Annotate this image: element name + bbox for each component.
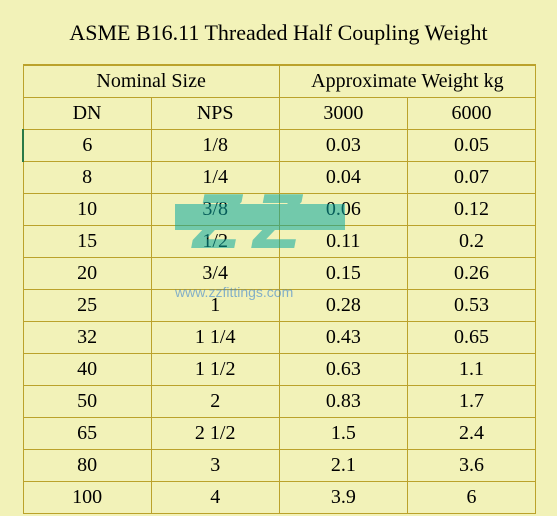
cell-w6000: 1.7 — [407, 386, 535, 418]
cell-w6000: 0.65 — [407, 322, 535, 354]
table-row: 401 1/20.631.1 — [23, 354, 536, 386]
cell-dn: 100 — [23, 482, 151, 514]
cell-dn: 40 — [23, 354, 151, 386]
cell-nps: 3/4 — [151, 258, 279, 290]
cell-dn: 80 — [23, 450, 151, 482]
cell-w3000: 0.83 — [279, 386, 407, 418]
cell-dn: 50 — [23, 386, 151, 418]
cell-dn: 20 — [23, 258, 151, 290]
cell-w6000: 6 — [407, 482, 535, 514]
cell-w6000: 3.6 — [407, 450, 535, 482]
table-row: 151/20.110.2 — [23, 226, 536, 258]
cell-w3000: 1.5 — [279, 418, 407, 450]
table-row: 2510.280.53 — [23, 290, 536, 322]
cell-w3000: 0.28 — [279, 290, 407, 322]
cell-w3000: 0.04 — [279, 162, 407, 194]
table-title: ASME B16.11 Threaded Half Coupling Weigh… — [0, 0, 557, 64]
cell-w6000: 0.12 — [407, 194, 535, 226]
cell-nps: 1/2 — [151, 226, 279, 258]
table-row: 103/80.060.12 — [23, 194, 536, 226]
cell-w6000: 0.53 — [407, 290, 535, 322]
weight-table: Nominal Size Approximate Weight kg DN NP… — [22, 64, 536, 514]
header-3000: 3000 — [279, 98, 407, 130]
header-sub-row: DN NPS 3000 6000 — [23, 98, 536, 130]
cell-dn: 6 — [23, 130, 151, 162]
cell-w6000: 2.4 — [407, 418, 535, 450]
cell-nps: 1 — [151, 290, 279, 322]
cell-w6000: 0.2 — [407, 226, 535, 258]
cell-nps: 1 1/4 — [151, 322, 279, 354]
cell-nps: 2 — [151, 386, 279, 418]
table-row: 203/40.150.26 — [23, 258, 536, 290]
header-6000: 6000 — [407, 98, 535, 130]
cell-dn: 8 — [23, 162, 151, 194]
cell-w6000: 0.26 — [407, 258, 535, 290]
cell-w3000: 0.63 — [279, 354, 407, 386]
cell-w3000: 0.15 — [279, 258, 407, 290]
cell-w3000: 0.11 — [279, 226, 407, 258]
table-row: 321 1/40.430.65 — [23, 322, 536, 354]
header-nps: NPS — [151, 98, 279, 130]
table-row: 10043.96 — [23, 482, 536, 514]
header-group-row: Nominal Size Approximate Weight kg — [23, 65, 536, 98]
cell-dn: 25 — [23, 290, 151, 322]
cell-nps: 3 — [151, 450, 279, 482]
cell-w3000: 0.06 — [279, 194, 407, 226]
cell-w6000: 0.05 — [407, 130, 535, 162]
cell-nps: 1/4 — [151, 162, 279, 194]
table-row: 8032.13.6 — [23, 450, 536, 482]
table-row: 652 1/21.52.4 — [23, 418, 536, 450]
cell-dn: 32 — [23, 322, 151, 354]
cell-nps: 1 1/2 — [151, 354, 279, 386]
cell-w3000: 0.43 — [279, 322, 407, 354]
table-row: 5020.831.7 — [23, 386, 536, 418]
table-row: 61/80.030.05 — [23, 130, 536, 162]
cell-nps: 2 1/2 — [151, 418, 279, 450]
cell-dn: 65 — [23, 418, 151, 450]
header-approx-weight: Approximate Weight kg — [279, 65, 535, 98]
cell-dn: 10 — [23, 194, 151, 226]
cell-w3000: 3.9 — [279, 482, 407, 514]
cell-w3000: 0.03 — [279, 130, 407, 162]
cell-w3000: 2.1 — [279, 450, 407, 482]
cell-w6000: 0.07 — [407, 162, 535, 194]
table-row: 81/40.040.07 — [23, 162, 536, 194]
header-nominal-size: Nominal Size — [23, 65, 279, 98]
cell-nps: 3/8 — [151, 194, 279, 226]
cell-w6000: 1.1 — [407, 354, 535, 386]
header-dn: DN — [23, 98, 151, 130]
cell-dn: 15 — [23, 226, 151, 258]
cell-nps: 4 — [151, 482, 279, 514]
cell-nps: 1/8 — [151, 130, 279, 162]
